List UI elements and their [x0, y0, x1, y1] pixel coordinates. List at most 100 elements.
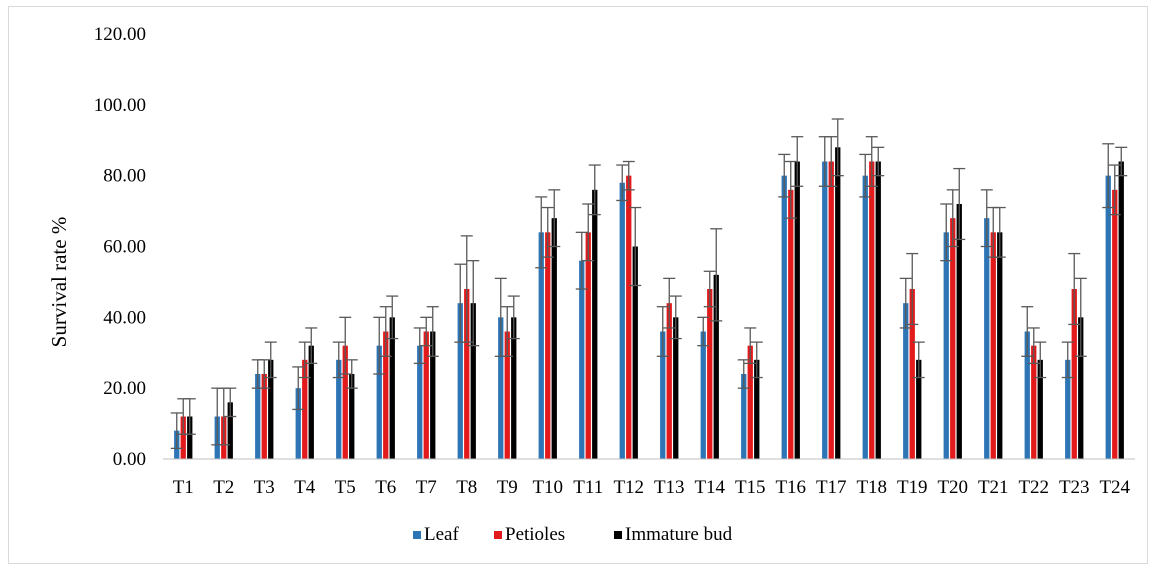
error-bar [831, 118, 844, 177]
bar [788, 189, 794, 460]
error-bar [784, 160, 797, 219]
bar [302, 359, 308, 459]
error-bars-layer [170, 118, 1128, 450]
y-tick-label: 0.00 [113, 449, 146, 470]
x-axis: T1 T2 T3 T4 T5 T6 T7 T8 T9 T10 T11 T12 T13 T14 T15 T16 T… [173, 477, 1131, 498]
error-bar [946, 189, 959, 248]
error-bar [339, 316, 352, 375]
error-bar [1074, 277, 1087, 357]
error-bar [1027, 327, 1040, 365]
x-tick-label: T6 [375, 477, 396, 498]
bar [457, 303, 463, 459]
y-tick-label: 100.00 [94, 95, 146, 116]
bar [956, 204, 962, 459]
bar [754, 359, 760, 459]
error-bar [629, 206, 642, 287]
x-tick-label: T3 [254, 477, 275, 498]
bar [1071, 289, 1077, 459]
error-bar [1102, 143, 1115, 209]
bar [1112, 189, 1118, 460]
error-bar [669, 295, 682, 340]
bar [909, 289, 915, 459]
x-tick-label: T23 [1059, 477, 1090, 498]
legend-item: Petioles [494, 524, 565, 545]
error-bar [865, 136, 878, 187]
error-bar [656, 306, 669, 357]
y-axis-title: Survival rate % [47, 217, 71, 348]
error-bar [1034, 341, 1047, 379]
bar [308, 345, 314, 459]
bar [464, 289, 470, 459]
error-bar [413, 327, 426, 365]
error-bar [1108, 164, 1121, 216]
error-bar [501, 306, 514, 357]
x-tick-label: T1 [173, 477, 194, 498]
error-bar [1115, 146, 1128, 177]
bar [747, 345, 753, 459]
bar [903, 303, 909, 459]
bar [943, 232, 949, 459]
error-bar [379, 306, 392, 357]
bar [511, 317, 517, 459]
bar [1105, 175, 1111, 459]
legend-label: Leaf [424, 524, 459, 545]
bar [1065, 359, 1071, 459]
bar [498, 317, 504, 459]
x-tick-label: T17 [816, 477, 847, 498]
error-bar [750, 341, 763, 379]
error-bar [710, 228, 723, 322]
x-tick-label: T7 [416, 477, 437, 498]
error-bar [940, 203, 953, 262]
bar [261, 374, 267, 459]
bar [781, 175, 787, 459]
bar [585, 232, 591, 459]
error-bar [535, 196, 548, 269]
bar [342, 345, 348, 459]
error-bar [663, 277, 676, 329]
x-tick-label: T21 [978, 477, 1009, 498]
error-bar [899, 277, 912, 329]
legend-swatch [494, 531, 502, 539]
bar [828, 161, 834, 459]
x-tick-label: T20 [937, 477, 968, 498]
error-bar [373, 316, 386, 375]
error-bar [980, 189, 993, 248]
x-tick-label: T24 [1099, 477, 1130, 498]
bar [389, 317, 395, 459]
bar [579, 260, 585, 459]
x-tick-label: T18 [856, 477, 887, 498]
bar [950, 218, 956, 459]
bar [869, 161, 875, 459]
bar [551, 218, 557, 459]
bar [336, 359, 342, 459]
error-bar [744, 327, 757, 365]
legend-item: Leaf [413, 524, 459, 545]
error-bar [588, 164, 601, 216]
bar [417, 345, 423, 459]
error-bar [224, 387, 237, 418]
bar [666, 303, 672, 459]
error-bar [305, 327, 318, 365]
legend-swatch [413, 531, 421, 539]
bar [268, 359, 274, 459]
bar [538, 232, 544, 459]
bar [707, 289, 713, 459]
error-bar [1068, 252, 1081, 326]
x-tick-label: T2 [213, 477, 234, 498]
bar [673, 317, 679, 459]
error-bar [778, 153, 791, 198]
bar [916, 359, 922, 459]
bar [227, 402, 233, 459]
bar [1118, 161, 1124, 459]
error-bar [345, 359, 358, 389]
bar [349, 374, 355, 459]
x-tick-label: T12 [613, 477, 644, 498]
bar [180, 416, 186, 459]
error-bar [616, 164, 629, 202]
bar [383, 331, 389, 459]
y-tick-label: 120.00 [94, 24, 146, 45]
error-bar [1021, 306, 1034, 357]
error-bar [953, 167, 966, 241]
error-bar [575, 231, 588, 290]
